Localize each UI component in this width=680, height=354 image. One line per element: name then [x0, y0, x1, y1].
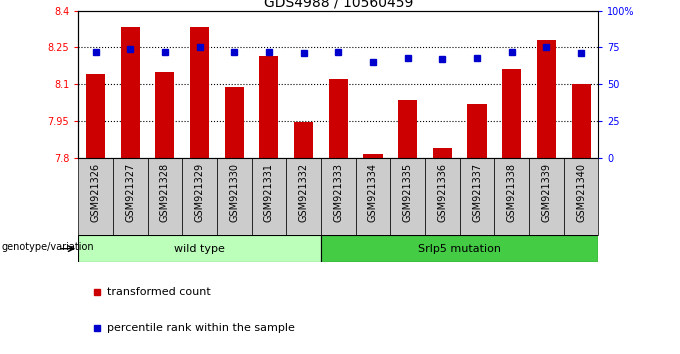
Bar	[321, 158, 356, 235]
Bar	[217, 158, 252, 235]
Text: GSM921339: GSM921339	[541, 163, 551, 222]
Bar	[120, 27, 140, 158]
Bar	[537, 40, 556, 158]
Text: GSM921337: GSM921337	[472, 163, 482, 222]
Text: Srlp5 mutation: Srlp5 mutation	[418, 244, 501, 254]
Bar	[502, 69, 522, 158]
Text: GSM921328: GSM921328	[160, 163, 170, 222]
Bar	[224, 86, 244, 158]
Bar	[571, 84, 591, 158]
Bar	[432, 148, 452, 158]
Title: GDS4988 / 10560459: GDS4988 / 10560459	[264, 0, 413, 10]
Bar	[494, 158, 529, 235]
Bar	[390, 158, 425, 235]
Text: GSM921331: GSM921331	[264, 163, 274, 222]
Bar	[425, 158, 460, 235]
Text: GSM921335: GSM921335	[403, 163, 413, 222]
Bar	[78, 158, 113, 235]
Bar	[286, 158, 321, 235]
Bar	[564, 158, 598, 235]
Text: GSM921333: GSM921333	[333, 163, 343, 222]
Bar	[328, 79, 348, 158]
Text: GSM921327: GSM921327	[125, 163, 135, 222]
Text: GSM921326: GSM921326	[90, 163, 101, 222]
Text: GSM921334: GSM921334	[368, 163, 378, 222]
Text: wild type: wild type	[174, 244, 225, 254]
Text: GSM921330: GSM921330	[229, 163, 239, 222]
Bar	[155, 72, 175, 158]
Text: transformed count: transformed count	[107, 287, 211, 297]
Bar	[252, 158, 286, 235]
Text: GSM921329: GSM921329	[194, 163, 205, 222]
Text: genotype/variation: genotype/variation	[1, 242, 95, 252]
Bar	[182, 158, 217, 235]
Text: GSM921336: GSM921336	[437, 163, 447, 222]
Bar	[190, 27, 209, 158]
Bar	[363, 154, 383, 158]
Bar	[294, 122, 313, 158]
Text: GSM921338: GSM921338	[507, 163, 517, 222]
Text: GSM921340: GSM921340	[576, 163, 586, 222]
Bar	[86, 74, 105, 158]
Bar	[460, 158, 494, 235]
Bar	[356, 158, 390, 235]
Text: GSM921332: GSM921332	[299, 163, 309, 222]
Bar	[529, 158, 564, 235]
Bar	[321, 235, 598, 262]
Bar	[78, 235, 321, 262]
Text: percentile rank within the sample: percentile rank within the sample	[107, 322, 295, 333]
Bar	[259, 56, 279, 158]
Bar	[113, 158, 148, 235]
Bar	[467, 104, 487, 158]
Bar	[398, 100, 418, 158]
Bar	[148, 158, 182, 235]
